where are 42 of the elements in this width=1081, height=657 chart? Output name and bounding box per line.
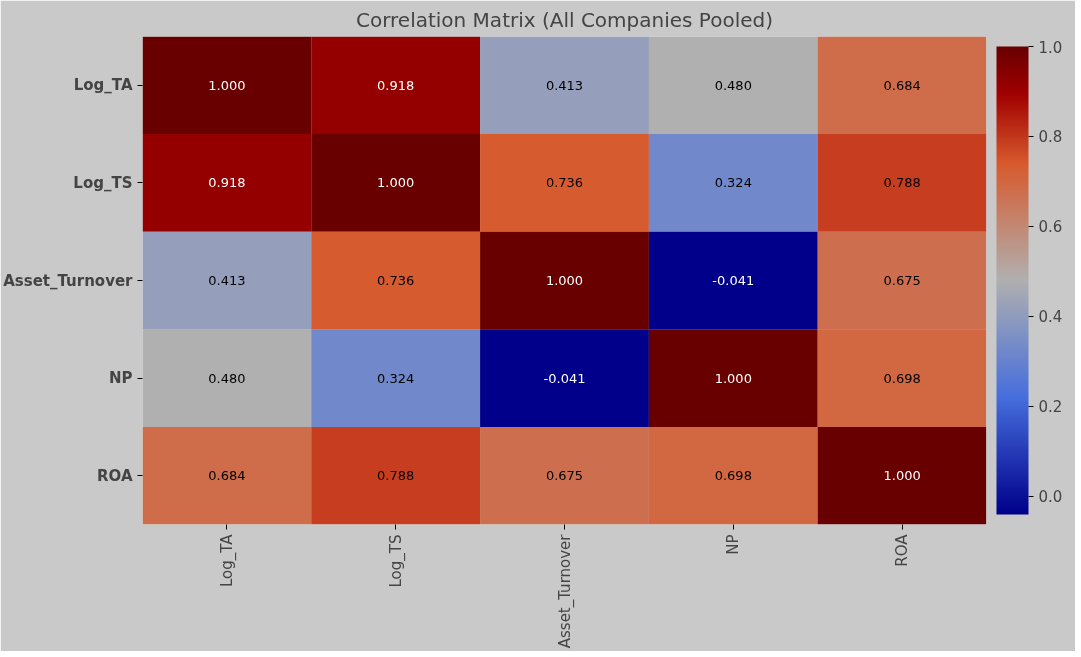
y-tick-label: ROA xyxy=(96,466,133,485)
y-tick-label: Log_TS xyxy=(73,173,133,192)
data-label: 0.480 xyxy=(714,77,752,93)
data-label: 0.684 xyxy=(883,77,921,93)
x-tick-label: NP xyxy=(724,534,743,555)
data-label: -0.041 xyxy=(543,370,586,386)
data-label: 0.698 xyxy=(714,468,752,484)
data-label: 1.000 xyxy=(545,273,584,288)
data-label: 0.684 xyxy=(208,468,246,484)
data-label: 0.918 xyxy=(208,175,246,191)
data-label: 0.788 xyxy=(377,468,415,484)
data-label: 1.000 xyxy=(883,468,921,484)
data-label: 0.736 xyxy=(545,175,584,191)
x-tick-label: Log_TS xyxy=(386,534,406,588)
data-label: 1.000 xyxy=(208,77,246,93)
y-tick-label: Asset_Turnover xyxy=(3,271,134,290)
data-label: 0.918 xyxy=(377,77,415,93)
data-label: 0.324 xyxy=(714,175,752,191)
color-bar-label: 0.4 xyxy=(1038,308,1063,327)
y-tick-label: Log_TA xyxy=(73,76,133,95)
data-label: 1.000 xyxy=(714,370,752,386)
data-label: 0.324 xyxy=(377,370,415,386)
data-label: 0.413 xyxy=(208,273,246,288)
color-bar-label: 0.2 xyxy=(1038,398,1063,417)
data-label: 0.736 xyxy=(377,273,415,288)
data-label: 0.413 xyxy=(545,77,584,93)
chart-title: Correlation Matrix (All Companies Pooled) xyxy=(355,7,774,32)
color-bar-label: 0.0 xyxy=(1038,488,1063,507)
data-label: 0.698 xyxy=(883,370,921,386)
color-bar-label: 0.8 xyxy=(1038,128,1063,147)
data-label: 1.000 xyxy=(377,175,415,191)
y-tick-label: NP xyxy=(108,369,133,388)
data-label: 0.675 xyxy=(545,468,584,484)
x-tick-label: Log_TA xyxy=(217,533,237,588)
data-label: 0.788 xyxy=(883,175,921,191)
x-tick-label: Asset_Turnover xyxy=(555,533,575,649)
color-bar-label: 0.6 xyxy=(1038,218,1063,237)
data-label: 0.675 xyxy=(883,273,921,288)
data-label: 0.480 xyxy=(208,370,246,386)
color-bar-label: 1.0 xyxy=(1038,38,1063,57)
data-label: -0.041 xyxy=(712,273,755,288)
x-tick-label: ROA xyxy=(893,533,912,567)
